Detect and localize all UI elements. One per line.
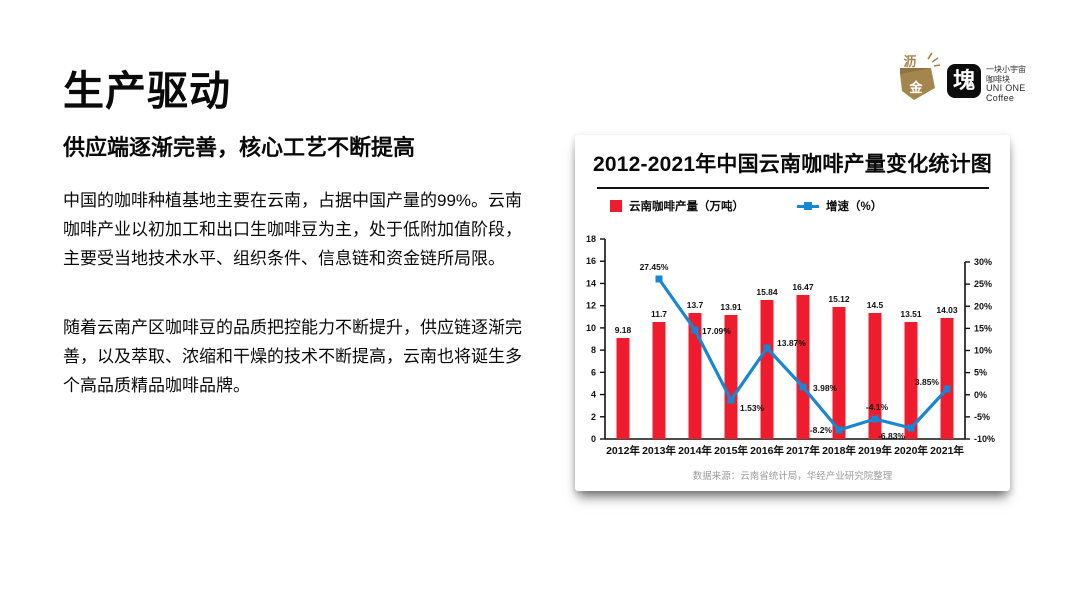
lijin-bottom-char: 金 (908, 80, 923, 95)
bar (616, 338, 630, 439)
chart-canvas: 18 16 14 12 10 8 6 4 2 0 30% 25% 20% 15% 10% 5% 0% -5% -10… (586, 234, 995, 457)
svg-text:-5%: -5% (974, 412, 990, 422)
svg-text:2013年: 2013年 (642, 444, 676, 457)
svg-text:-10%: -10% (974, 434, 995, 444)
svg-text:15.12: 15.12 (828, 294, 850, 304)
body-paragraph-1: 中国的咖啡种植基地主要在云南，占据中国产量的99%。云南咖啡产业以初加工和出口生… (63, 191, 523, 268)
svg-text:-8.2%: -8.2% (810, 425, 833, 435)
line-marker (691, 326, 699, 334)
svg-text:25%: 25% (974, 279, 992, 289)
line-marker (943, 385, 951, 393)
legend-production: 云南咖啡产量（万吨） (610, 198, 744, 214)
svg-text:27.45%: 27.45% (640, 262, 669, 272)
svg-text:2: 2 (591, 412, 596, 422)
svg-text:2021年: 2021年 (930, 444, 964, 457)
svg-text:3.98%: 3.98% (813, 383, 838, 393)
svg-text:2018年: 2018年 (822, 444, 856, 457)
svg-text:2014年: 2014年 (678, 444, 712, 457)
svg-text:18: 18 (586, 234, 596, 244)
svg-text:14.03: 14.03 (936, 305, 958, 315)
svg-text:8: 8 (591, 345, 596, 355)
svg-text:3.85%: 3.85% (915, 377, 940, 387)
svg-text:2020年: 2020年 (894, 444, 928, 457)
svg-text:0%: 0% (974, 390, 987, 400)
unione-text-line-2: 咖啡块 (986, 74, 1010, 84)
svg-text:12: 12 (586, 301, 596, 311)
svg-text:20%: 20% (974, 301, 992, 311)
line-marker (727, 396, 735, 404)
unione-text-line-3: UNI ONE (986, 83, 1026, 93)
bar-legend-swatch-icon (610, 200, 622, 212)
svg-text:1.53%: 1.53% (740, 403, 765, 413)
svg-text:2012年: 2012年 (606, 444, 640, 457)
svg-text:9.18: 9.18 (615, 325, 632, 335)
svg-text:2017年: 2017年 (786, 444, 820, 457)
svg-text:13.51: 13.51 (900, 309, 922, 319)
svg-text:16: 16 (586, 256, 596, 266)
svg-text:10: 10 (586, 323, 596, 333)
bar (724, 315, 738, 439)
svg-text:2019年: 2019年 (858, 444, 892, 457)
unione-logo-glyph: 塊 (952, 68, 975, 93)
svg-text:15.84: 15.84 (756, 287, 778, 297)
line-marker (799, 383, 807, 391)
svg-text:15%: 15% (974, 323, 992, 333)
page-title: 生产驱动 (63, 68, 231, 114)
line-legend-marker-icon (797, 202, 819, 210)
bar (688, 313, 702, 439)
bar (832, 307, 846, 439)
svg-text:-6.83%: -6.83% (878, 431, 905, 441)
svg-text:14: 14 (586, 278, 596, 288)
svg-text:14.5: 14.5 (867, 300, 884, 310)
unione-logo-icon: 塊 (947, 64, 981, 98)
line-marker (907, 424, 915, 432)
svg-text:30%: 30% (974, 257, 992, 267)
line-marker (835, 426, 843, 434)
svg-text:17.09%: 17.09% (702, 326, 731, 336)
line-marker (871, 415, 879, 423)
svg-text:-4.1%: -4.1% (866, 402, 889, 412)
svg-text:2015年: 2015年 (714, 444, 748, 457)
svg-text:11.7: 11.7 (651, 309, 667, 319)
svg-text:6: 6 (591, 367, 596, 377)
bar (868, 313, 882, 439)
line-marker (763, 344, 771, 352)
svg-text:13.7: 13.7 (687, 300, 704, 310)
bar (796, 295, 810, 439)
svg-text:2016年: 2016年 (750, 444, 784, 457)
svg-text:0: 0 (591, 434, 596, 444)
svg-text:16.47: 16.47 (792, 282, 814, 292)
bar (652, 322, 666, 439)
bar (940, 318, 954, 439)
legend-growth: 增速（%） (797, 198, 882, 214)
line-marker (655, 275, 663, 283)
svg-text:10%: 10% (974, 346, 992, 356)
lijin-top-char: 沥 (903, 54, 916, 69)
chart-source: 数据来源：云南省统计局，华经产业研究院整理 (692, 471, 893, 482)
unione-text-line-4: Coffee (986, 92, 1015, 103)
svg-text:13.91: 13.91 (720, 302, 742, 312)
svg-text:4: 4 (591, 390, 596, 400)
page-subtitle: 供应端逐渐完善，核心工艺不断提高 (63, 135, 416, 160)
line-legend-label: 增速（%） (826, 201, 883, 213)
unione-logo-text: 一块小宇宙 咖啡块 UNI ONE Coffee (986, 65, 1026, 103)
chart-title: 2012-2021年中国云南咖啡产量变化统计图 (592, 153, 993, 176)
svg-text:5%: 5% (974, 368, 987, 378)
bar (760, 300, 774, 439)
title-divider (596, 187, 989, 189)
unione-text-line-1: 一块小宇宙 (986, 65, 1026, 74)
bar-legend-label: 云南咖啡产量（万吨） (629, 201, 744, 213)
body-paragraph-2: 随着云南产区咖啡豆的品质把控能力不断提升，供应链逐渐完善，以及萃取、浓缩和干燥的… (63, 318, 522, 395)
lijin-logo-icon: 沥 金 (900, 52, 941, 100)
svg-text:13.87%: 13.87% (777, 338, 806, 348)
chart-card: 2012-2021年中国云南咖啡产量变化统计图 云南咖啡产量（万吨） 增速（%）… (575, 135, 1010, 491)
bar (904, 322, 918, 439)
